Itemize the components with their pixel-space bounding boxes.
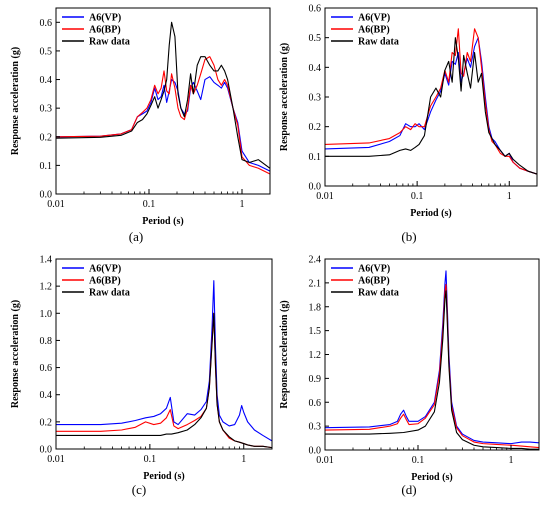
series-line-a6-bp xyxy=(56,56,270,175)
y-tick-label: 1.5 xyxy=(309,326,322,337)
y-tick-label: 0.1 xyxy=(309,152,322,163)
x-tick-label: 0.01 xyxy=(316,191,334,202)
y-tick-label: 0.0 xyxy=(309,182,322,193)
x-tick-label: 1 xyxy=(240,199,245,210)
series-line-a6-vp xyxy=(56,280,272,442)
y-tick-label: 2.4 xyxy=(309,255,322,266)
y-tick-label: 1.0 xyxy=(40,309,53,320)
x-tick-label: 0.1 xyxy=(411,191,424,202)
legend-label: A6(VP) xyxy=(358,13,390,24)
x-axis-title: Period (s) xyxy=(143,471,184,482)
panel-caption: (d) xyxy=(401,482,416,497)
legend-label: A6(BP) xyxy=(358,25,390,36)
y-tick-label: 0.1 xyxy=(40,161,53,172)
y-tick-label: 0.5 xyxy=(40,46,53,57)
y-tick-label: 0.5 xyxy=(309,33,322,44)
y-tick-label: 0.3 xyxy=(309,93,322,104)
legend-label: A6(VP) xyxy=(358,264,390,275)
x-tick-label: 0.01 xyxy=(47,199,65,210)
legend-label: Raw data xyxy=(358,288,399,299)
x-tick-label: 0.01 xyxy=(316,455,334,466)
y-axis-title: Response acceleration (g) xyxy=(10,300,21,408)
y-tick-label: 0.3 xyxy=(40,104,53,115)
y-tick-label: 0.3 xyxy=(309,422,322,433)
y-tick-label: 1.4 xyxy=(40,255,53,266)
y-tick-label: 0.6 xyxy=(309,4,322,15)
x-tick-label: 0.01 xyxy=(47,454,65,465)
x-tick-label: 1 xyxy=(507,191,512,202)
x-tick-label: 0.1 xyxy=(412,455,425,466)
legend-label: A6(VP) xyxy=(89,264,121,275)
legend-label: Raw data xyxy=(358,37,399,48)
y-tick-label: 0.6 xyxy=(40,363,53,374)
series-line-raw-data xyxy=(325,37,537,175)
y-tick-label: 0.4 xyxy=(40,75,53,86)
legend-label: Raw data xyxy=(89,37,130,48)
chart-panel-2: 0.0 0.1 0.2 0.3 0.4 0.5 0.6 0.01 0.1 1 Period (s) R… xyxy=(279,4,538,244)
series-line-a6-vp xyxy=(325,270,539,445)
y-tick-label: 0.4 xyxy=(40,390,53,401)
y-tick-label: 0.6 xyxy=(40,18,53,29)
legend-label: A6(BP) xyxy=(89,25,121,36)
panel-caption: (c) xyxy=(132,482,146,497)
y-tick-label: 0.0 xyxy=(40,445,53,456)
y-tick-label: 2.1 xyxy=(309,278,322,289)
y-axis-title: Response acceleration (g) xyxy=(10,47,21,155)
x-tick-label: 1 xyxy=(241,454,246,465)
y-tick-label: 0.0 xyxy=(40,190,53,201)
series-line-a6-bp xyxy=(325,283,539,449)
chart-panel-1: 0.0 0.1 0.2 0.3 0.4 0.5 0.6 0.01 0.1 1 Period (s) R… xyxy=(10,7,271,244)
y-tick-label: 0.6 xyxy=(309,398,322,409)
series-line-raw-data xyxy=(56,21,270,169)
panel-caption: (b) xyxy=(401,229,416,244)
y-axis-title: Response acceleration (g) xyxy=(279,300,290,408)
y-tick-label: 0.8 xyxy=(40,336,53,347)
panel-caption: (a) xyxy=(129,229,143,244)
legend-label: A6(BP) xyxy=(89,276,121,287)
y-tick-label: 1.8 xyxy=(309,302,322,313)
legend-label: Raw data xyxy=(89,288,130,299)
x-axis-title: Period (s) xyxy=(411,472,452,483)
y-tick-label: 1.2 xyxy=(309,350,322,361)
y-tick-label: 0.4 xyxy=(309,63,322,74)
x-tick-label: 0.1 xyxy=(143,199,156,210)
y-tick-label: 0.0 xyxy=(309,446,322,457)
y-tick-label: 0.2 xyxy=(40,417,53,428)
y-tick-label: 1.2 xyxy=(40,282,53,293)
legend-label: A6(BP) xyxy=(358,276,390,287)
y-tick-label: 0.2 xyxy=(40,132,53,143)
y-axis-title: Response acceleration (g) xyxy=(279,43,290,151)
series-line-raw-data xyxy=(56,312,272,449)
series-line-a6-bp xyxy=(56,312,272,449)
series-line-raw-data xyxy=(325,290,539,450)
legend-label: A6(VP) xyxy=(89,13,121,24)
x-axis-title: Period (s) xyxy=(410,208,451,219)
y-tick-label: 0.2 xyxy=(309,122,322,133)
x-tick-label: 1 xyxy=(509,455,514,466)
plot-frame xyxy=(55,7,271,195)
chart-panel-3: 0.0 0.2 0.4 0.6 0.8 1.0 1.2 1.4 0.01 0.1 1 Period (… xyxy=(10,255,273,497)
y-tick-label: 0.9 xyxy=(309,374,322,385)
x-tick-label: 0.1 xyxy=(144,454,157,465)
x-axis-title: Period (s) xyxy=(142,216,183,227)
series-line-a6-bp xyxy=(325,28,537,175)
plot-frame xyxy=(55,258,273,450)
chart-panel-4: 0.0 0.3 0.6 0.9 1.2 1.5 1.8 2.1 2.4 0.01 0.1 1 Perio… xyxy=(279,255,540,497)
